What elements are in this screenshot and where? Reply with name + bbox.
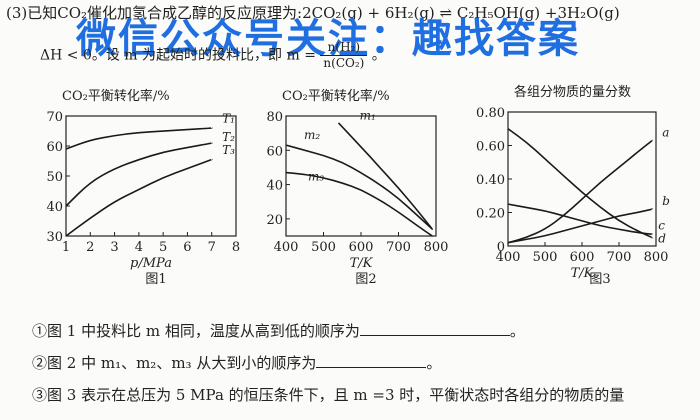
series-label: m₁ — [360, 108, 376, 122]
figure-caption: 图1 — [145, 272, 166, 287]
series-label: m₂ — [304, 128, 320, 142]
question-2-end: 。 — [426, 354, 442, 372]
y-axis-title: 各组分物质的量分数 — [514, 84, 631, 100]
y-tick-label: 0.40 — [476, 173, 505, 188]
x-tick-label: 5 — [159, 240, 167, 255]
y-tick-label: 30 — [46, 230, 63, 245]
series-label: T₂ — [222, 130, 235, 144]
question-3: ③图 3 表示在总压为 5 MPa 的恒压条件下，且 m =3 时，平衡状态时各… — [32, 384, 624, 405]
series-label: T₃ — [222, 143, 235, 157]
series-line — [337, 122, 433, 230]
fraction-numerator: n(H₂) — [320, 40, 368, 56]
question-2: ②图 2 中 m₁、m₂、m₃ 从大到小的顺序为 。 — [32, 352, 441, 373]
series-line — [507, 128, 654, 239]
series-line — [507, 203, 654, 236]
y-tick-label: 0 — [497, 240, 505, 255]
x-tick-label: 800 — [644, 250, 669, 265]
x-tick-label: 6 — [183, 240, 191, 255]
x-tick-label: 7 — [208, 240, 216, 255]
figure-caption: 图3 — [589, 272, 610, 287]
series-line — [285, 144, 434, 230]
x-tick-label: 600 — [349, 240, 374, 255]
watermark-text: 微信公众号关注：趣找答案 — [76, 16, 580, 62]
series-label: T₁ — [222, 112, 235, 126]
answer-blank-1[interactable] — [359, 321, 510, 336]
y-axis-title: CO₂平衡转化率/% — [62, 88, 170, 104]
problem-statement-line1: (3)已知CO₂催化加氢合成乙醇的反应原理为:2CO₂(g) + 6H₂(g) … — [6, 4, 620, 22]
x-axis-title: T/K — [350, 256, 374, 271]
y-tick-label: 80 — [266, 110, 283, 125]
question-3-text: ③图 3 表示在总压为 5 MPa 的恒压条件下，且 m =3 时，平衡状态时各… — [32, 386, 625, 404]
x-axis-title: T/K — [571, 266, 595, 281]
question-1: ①图 1 中投料比 m 相同，温度从高到低的顺序为 。 — [32, 320, 525, 341]
series-label: a — [662, 125, 669, 139]
answer-blank-2[interactable] — [316, 353, 427, 368]
series-line — [507, 208, 654, 244]
y-axis-title: CO₂平衡转化率/% — [282, 88, 390, 104]
x-tick-label: 4 — [135, 240, 143, 255]
x-tick-label: 500 — [533, 250, 558, 265]
x-tick-label: 3 — [110, 240, 118, 255]
x-tick-label: 600 — [570, 250, 595, 265]
figure-caption: 图2 — [355, 272, 376, 287]
y-tick-label: 60 — [266, 144, 283, 159]
x-tick-label: 400 — [496, 250, 521, 265]
y-tick-label: 40 — [46, 200, 63, 215]
series-line — [65, 158, 213, 237]
x-tick-label: 700 — [607, 250, 632, 265]
series-label: d — [658, 232, 666, 246]
fraction-denominator: n(CO₂) — [323, 56, 365, 70]
x-tick-label: 800 — [424, 240, 449, 255]
x-tick-label: 2 — [86, 240, 94, 255]
x-tick-label: 500 — [311, 240, 336, 255]
ratio-definition-suffix: 。 — [371, 47, 386, 64]
y-tick-label: 20 — [266, 213, 283, 228]
x-axis-title: p/MPa — [130, 256, 172, 271]
ratio-definition-prefix: ΔH < 0。设 m 为起始时的投料比，即 m = — [40, 47, 316, 64]
series-line — [65, 142, 213, 207]
y-tick-label: 60 — [46, 140, 63, 155]
ratio-fraction: n(H₂) n(CO₂) — [320, 40, 368, 71]
y-tick-label: 0.80 — [476, 106, 505, 121]
series-label: b — [662, 194, 670, 208]
series-line — [507, 139, 654, 244]
y-tick-label: 0.60 — [476, 140, 505, 155]
y-tick-label: 70 — [46, 110, 63, 125]
y-tick-label: 50 — [46, 170, 63, 185]
series-label: m₃ — [308, 170, 324, 184]
y-tick-label: 40 — [266, 179, 283, 194]
question-1-text: ①图 1 中投料比 m 相同，温度从高到低的顺序为 — [32, 322, 360, 340]
x-tick-label: 1 — [62, 240, 70, 255]
x-tick-label: 400 — [274, 240, 299, 255]
y-tick-label: 0.20 — [476, 207, 505, 222]
problem-statement-line2: ΔH < 0。设 m 为起始时的投料比，即 m = n(H₂) n(CO₂) 。 — [40, 40, 386, 71]
x-tick-label: 700 — [386, 240, 411, 255]
x-tick-label: 8 — [232, 240, 240, 255]
series-line — [285, 171, 434, 237]
question-1-end: 。 — [509, 322, 525, 340]
question-2-text: ②图 2 中 m₁、m₂、m₃ 从大到小的顺序为 — [32, 354, 317, 372]
series-line — [65, 127, 213, 150]
series-label: c — [658, 219, 665, 233]
